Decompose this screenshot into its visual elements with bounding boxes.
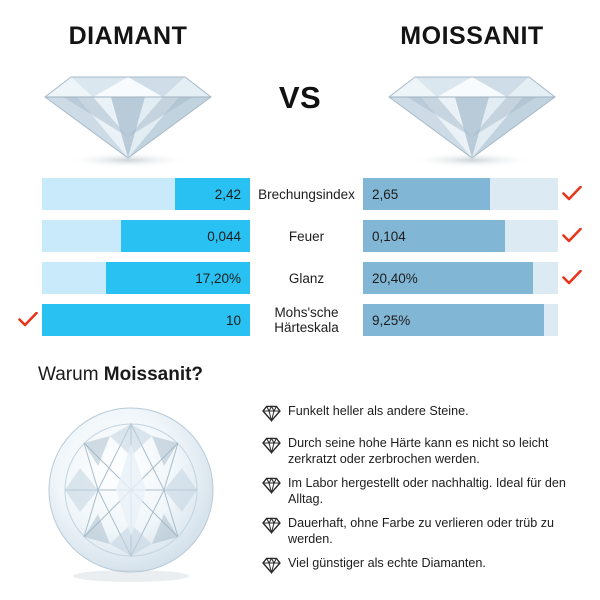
benefit-list: Funkelt heller als andere Steine. Durch … xyxy=(262,398,600,588)
moissanite-value: 9,25% xyxy=(372,312,411,328)
diamond-outline-icon xyxy=(262,556,288,579)
left-check-slot xyxy=(14,186,42,202)
diamond-value: 0,044 xyxy=(207,228,241,244)
moissanite-bar: 2,65 xyxy=(363,178,558,210)
table-row: 10 Mohs'sche Härteskala 9,25% xyxy=(14,304,586,336)
moissanite-bar-fill xyxy=(363,304,545,336)
benefit-text: Durch seine hohe Härte kann es nicht so … xyxy=(288,436,549,466)
moissanite-column: MOISSANIT xyxy=(344,22,600,173)
benefit-text: Funkelt heller als andere Steine. xyxy=(288,404,469,418)
list-item: Viel günstiger als echte Diamanten. xyxy=(262,556,590,579)
why-heading-bold: Moissanit? xyxy=(103,364,204,385)
red-check-icon xyxy=(562,186,582,201)
moissanite-bar: 0,104 xyxy=(363,220,558,252)
diamond-column: DIAMANT xyxy=(0,22,256,173)
diamond-bar: 17,20% xyxy=(42,262,250,294)
list-item: Funkelt heller als andere Steine. xyxy=(262,404,590,427)
comparison-table: 2,42 Brechungsindex 2,65 0,044 Feuer 0,1… xyxy=(0,178,600,336)
diamond-outline-icon xyxy=(262,404,288,427)
page-title: Warum Moissanit? xyxy=(0,346,600,386)
right-check-slot xyxy=(558,228,586,244)
left-check-slot xyxy=(14,228,42,244)
diamond-outline-icon xyxy=(262,516,288,539)
right-check-slot xyxy=(558,186,586,202)
moissanite-bar-fill xyxy=(363,262,533,294)
diamond-value: 17,20% xyxy=(195,270,241,286)
diamond-bar-fill xyxy=(175,178,250,210)
left-check-slot xyxy=(14,270,42,286)
moissanite-bar: 9,25% xyxy=(363,304,558,336)
table-row: 17,20% Glanz 20,40% xyxy=(14,262,586,294)
diamond-bar-fill xyxy=(121,220,250,252)
diamond-side-view-icon xyxy=(33,61,223,173)
moissanite-side-view-icon xyxy=(377,61,567,173)
diamond-bar-fill xyxy=(42,304,250,336)
benefit-text: Im Labor hergestellt oder nachhaltig. Id… xyxy=(288,476,566,506)
why-heading-plain: Warum xyxy=(38,364,104,385)
diamond-bar: 10 xyxy=(42,304,250,336)
metric-label: Feuer xyxy=(288,228,325,244)
diamond-bar-fill xyxy=(106,262,250,294)
moissanite-value: 0,104 xyxy=(372,228,406,244)
red-check-icon xyxy=(562,270,582,285)
diamond-value: 10 xyxy=(225,312,241,328)
moissanite-title: MOISSANIT xyxy=(400,22,544,50)
list-item: Im Labor hergestellt oder nachhaltig. Id… xyxy=(262,476,590,507)
diamond-outline-icon xyxy=(262,436,288,459)
moissanite-value: 20,40% xyxy=(372,270,418,286)
round-gem-wrap xyxy=(0,398,262,588)
metric-label: Mohs'sche Härteskala xyxy=(274,305,339,335)
right-check-slot xyxy=(558,312,586,328)
benefit-text: Viel günstiger als echte Diamanten. xyxy=(288,556,486,570)
metric-label: Brechungsindex xyxy=(258,186,355,202)
moissanite-bar-fill xyxy=(363,178,490,210)
header: DIAMANT xyxy=(0,0,600,178)
why-section: Funkelt heller als andere Steine. Durch … xyxy=(0,386,600,588)
list-item: Durch seine hohe Härte kann es nicht so … xyxy=(262,436,590,467)
diamond-outline-icon xyxy=(262,476,288,499)
metric-label: Glanz xyxy=(288,270,325,286)
left-check-slot xyxy=(14,312,42,328)
diamond-value: 2,42 xyxy=(214,186,241,202)
moissanite-bar: 20,40% xyxy=(363,262,558,294)
vs-separator: VS xyxy=(256,22,344,116)
table-row: 2,42 Brechungsindex 2,65 xyxy=(14,178,586,210)
table-row: 0,044 Feuer 0,104 xyxy=(14,220,586,252)
round-brilliant-diamond-icon xyxy=(42,404,220,582)
list-item: Dauerhaft, ohne Farbe zu verlieren oder … xyxy=(262,516,590,547)
benefit-text: Dauerhaft, ohne Farbe zu verlieren oder … xyxy=(288,516,555,546)
diamond-bar: 2,42 xyxy=(42,178,250,210)
red-check-icon xyxy=(562,228,582,243)
diamond-title: DIAMANT xyxy=(68,22,188,50)
moissanite-value: 2,65 xyxy=(372,186,399,202)
diamond-bar: 0,044 xyxy=(42,220,250,252)
right-check-slot xyxy=(558,270,586,286)
vs-label: VS xyxy=(278,80,322,115)
moissanite-bar-fill xyxy=(363,220,506,252)
red-check-icon xyxy=(18,312,38,327)
